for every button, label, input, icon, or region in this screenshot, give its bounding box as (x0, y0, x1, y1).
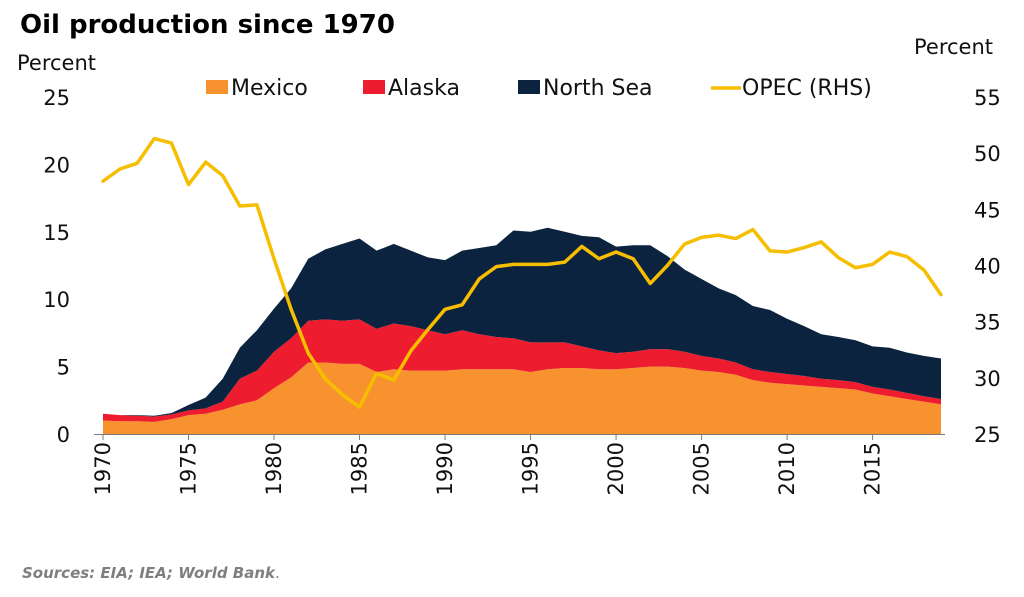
x-tick-label: 2005 (690, 442, 714, 495)
right-tick-label: 45 (974, 198, 1001, 222)
legend-swatch-north-sea (518, 80, 540, 94)
opec-line-layer (101, 136, 943, 409)
x-tick-label: 1990 (433, 442, 457, 495)
left-y-ticks: 0 5 10 15 20 25 (43, 86, 70, 447)
left-tick-label: 0 (57, 423, 70, 447)
x-tick-label: 2000 (604, 442, 628, 495)
right-axis-label: Percent (914, 35, 993, 59)
legend-label-opec-rhs: OPEC (RHS) (742, 76, 872, 101)
line-opec (101, 136, 943, 409)
source-note: Sources: EIA; IEA; World Bank. (22, 564, 280, 582)
x-tick-label: 1985 (348, 442, 372, 495)
x-tick-label: 1995 (519, 442, 543, 495)
legend-label-mexico: Mexico (231, 76, 308, 101)
right-y-ticks: 25 30 35 40 45 50 55 (974, 86, 1001, 447)
source-suffix: . (275, 564, 280, 582)
area-north-sea (103, 227, 941, 417)
x-tick-label: 1980 (262, 442, 286, 495)
left-tick-label: 15 (43, 221, 70, 245)
x-tick-label: 2015 (861, 442, 885, 495)
right-tick-label: 55 (974, 86, 1001, 110)
x-tick-label: 2010 (775, 442, 799, 495)
legend-swatch-mexico (206, 80, 228, 94)
right-tick-label: 25 (974, 423, 1001, 447)
area-mexico (103, 362, 941, 434)
stacked-areas (103, 227, 941, 434)
left-axis-label: Percent (17, 51, 96, 75)
legend: Mexico Alaska North Sea OPEC (RHS) (206, 76, 872, 101)
left-tick-label: 25 (43, 86, 70, 110)
chart-title: Oil production since 1970 (20, 10, 395, 40)
right-tick-label: 50 (974, 142, 1001, 166)
left-tick-label: 10 (43, 288, 70, 312)
legend-swatch-alaska (363, 80, 385, 94)
legend-label-north-sea: North Sea (543, 76, 653, 101)
right-tick-label: 35 (974, 311, 1001, 335)
x-tick-label: 1970 (91, 442, 115, 495)
area-alaska (103, 319, 941, 422)
source-text: Sources: EIA; IEA; World Bank (22, 564, 276, 582)
x-tick-label: 1975 (177, 442, 201, 495)
legend-label-alaska: Alaska (388, 76, 460, 101)
left-tick-label: 5 (57, 356, 70, 380)
right-tick-label: 40 (974, 255, 1001, 279)
right-tick-label: 30 (974, 367, 1001, 391)
x-axis-ticks: 1970 1975 1980 1985 1990 1995 2000 2005 2010 2015 (91, 434, 885, 495)
left-tick-label: 20 (43, 153, 70, 177)
